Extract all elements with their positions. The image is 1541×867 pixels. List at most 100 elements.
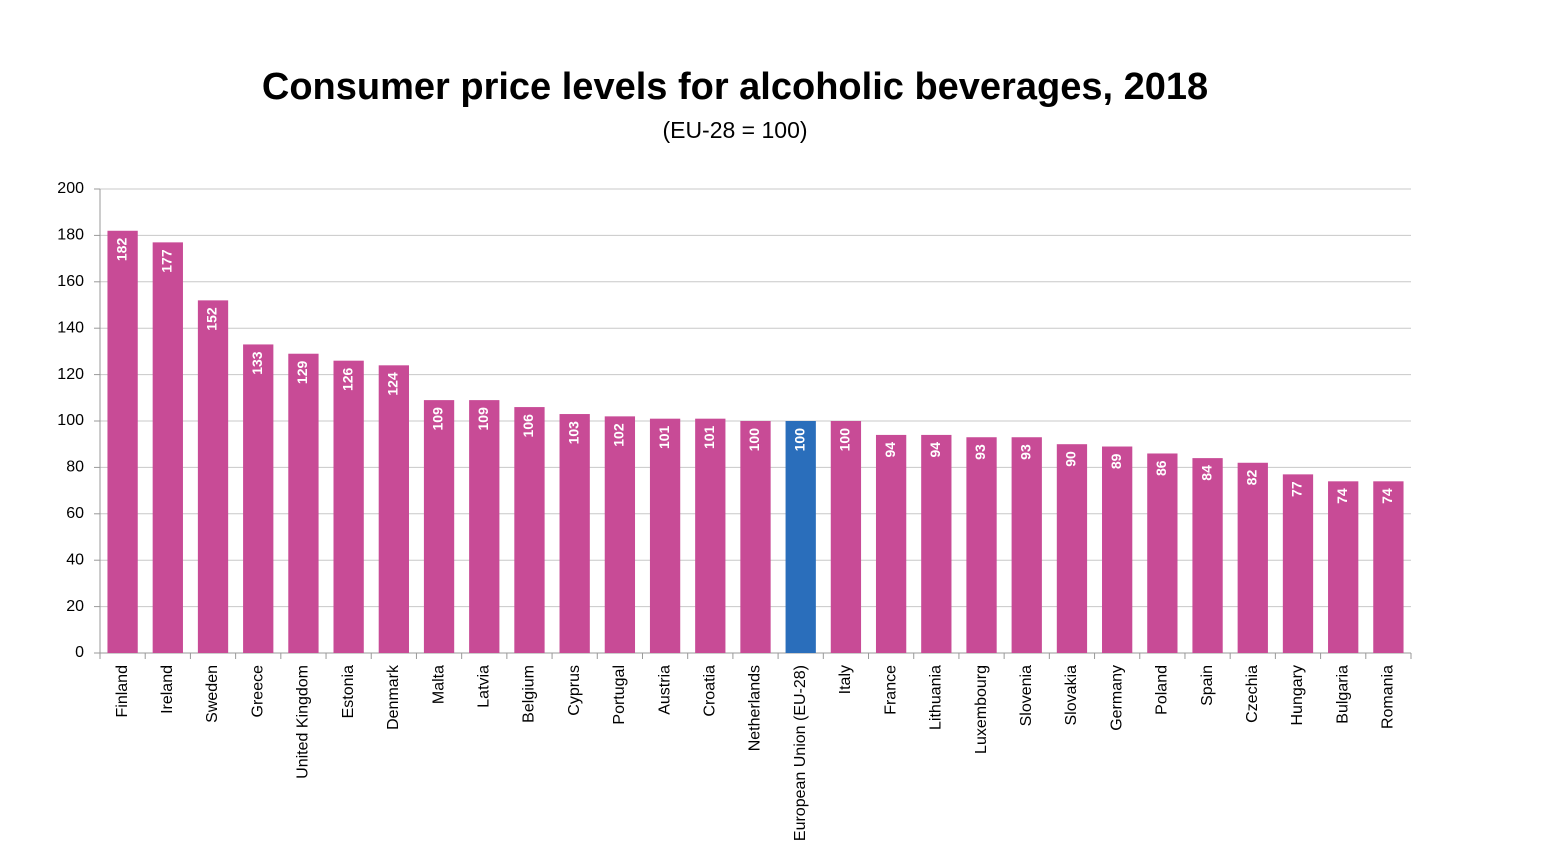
bar [152, 242, 183, 654]
bar [1102, 446, 1133, 653]
y-tick-label: 180 [57, 227, 84, 244]
bar [107, 230, 138, 653]
bar [1328, 481, 1359, 653]
x-tick-label: Poland [1154, 665, 1171, 715]
value-label: 94 [927, 442, 943, 458]
value-label: 74 [1334, 488, 1350, 504]
value-label: 182 [113, 238, 129, 262]
value-label: 101 [701, 425, 717, 449]
bar [423, 400, 455, 653]
y-tick-label: 60 [66, 505, 84, 522]
value-label: 100 [746, 428, 762, 452]
chart-title: Consumer price levels for alcoholic beve… [262, 66, 1208, 108]
value-label: 77 [1289, 481, 1305, 497]
x-tick-label: Belgium [521, 665, 538, 723]
value-label: 101 [656, 425, 672, 449]
bar [288, 353, 319, 653]
bar [1282, 474, 1314, 653]
value-label: 94 [882, 442, 898, 458]
value-label: 103 [565, 421, 581, 445]
x-tick-label: Hungary [1289, 665, 1306, 725]
x-tick-label: Czechia [1244, 665, 1261, 723]
x-tick-label: Latvia [475, 665, 492, 708]
value-label: 126 [339, 367, 355, 391]
value-label: 133 [249, 351, 265, 375]
value-label: 109 [430, 407, 446, 431]
value-label: 86 [1153, 460, 1169, 476]
bar [1373, 481, 1404, 653]
y-tick-label: 120 [57, 366, 84, 383]
value-label: 102 [611, 423, 627, 447]
value-label: 129 [294, 361, 310, 385]
bar [514, 407, 545, 653]
bar [740, 421, 771, 653]
x-tick-label: Romania [1380, 665, 1397, 729]
bar [875, 434, 907, 653]
x-tick-label: Ireland [159, 665, 176, 714]
value-label: 100 [837, 428, 853, 452]
bar [469, 400, 500, 653]
x-tick-label: Italy [837, 665, 854, 694]
bar [1192, 458, 1223, 653]
y-tick-label: 0 [75, 644, 84, 661]
x-tick-label: Slovenia [1018, 665, 1035, 726]
x-tick-label: Spain [1199, 665, 1216, 706]
bar [1237, 462, 1268, 653]
value-label: 177 [159, 249, 175, 273]
x-tick-label: Luxembourg [973, 665, 990, 754]
bar [830, 421, 862, 653]
value-label: 152 [204, 307, 220, 331]
x-tick-label: France [882, 665, 899, 715]
x-tick-label: Lithuania [928, 665, 945, 730]
y-tick-label: 20 [66, 598, 84, 615]
bar [695, 418, 726, 653]
bar [649, 418, 681, 653]
x-tick-label: Bulgaria [1334, 665, 1351, 724]
x-tick-label: United Kingdom [295, 665, 312, 779]
y-tick-label: 140 [57, 319, 84, 336]
x-tick-label: Malta [430, 665, 447, 704]
y-tick-label: 200 [57, 180, 84, 197]
bar [243, 344, 274, 653]
bar [333, 360, 364, 653]
x-tick-label: Germany [1108, 665, 1125, 731]
bar [604, 416, 636, 653]
x-tick-label: Portugal [611, 665, 628, 725]
value-label: 89 [1108, 453, 1124, 469]
bar [966, 437, 997, 653]
value-label: 84 [1198, 465, 1214, 481]
y-tick-label: 100 [57, 412, 84, 429]
x-tick-label: Estonia [340, 665, 357, 718]
value-label: 100 [791, 428, 807, 452]
bar [1056, 444, 1088, 653]
value-label: 82 [1243, 470, 1259, 486]
chart-subtitle: (EU-28 = 100) [662, 117, 807, 143]
x-tick-label: Finland [114, 665, 131, 717]
x-tick-label: Denmark [385, 664, 402, 730]
bar [559, 414, 590, 653]
bar [378, 365, 409, 653]
bar [1147, 453, 1178, 653]
value-label: 124 [385, 372, 401, 396]
value-label: 106 [520, 414, 536, 438]
y-tick-label: 40 [66, 551, 84, 568]
x-tick-label: Slovakia [1063, 665, 1080, 726]
x-tick-label: Austria [656, 665, 673, 715]
x-tick-label: Croatia [702, 665, 719, 717]
bar [921, 434, 952, 653]
value-label: 93 [972, 444, 988, 460]
y-tick-label: 80 [66, 459, 84, 476]
bar [197, 300, 229, 653]
bar [785, 421, 816, 653]
x-tick-label: Sweden [204, 665, 221, 723]
x-tick-label: Netherlands [747, 665, 764, 751]
value-label: 74 [1379, 488, 1395, 504]
x-tick-label: Cyprus [566, 665, 583, 716]
x-tick-label: Greece [249, 665, 266, 718]
bar [1011, 437, 1042, 653]
x-tick-label: European Union (EU-28) [792, 665, 809, 841]
value-label: 93 [1017, 444, 1033, 460]
value-label: 90 [1063, 451, 1079, 467]
value-label: 109 [475, 407, 491, 431]
